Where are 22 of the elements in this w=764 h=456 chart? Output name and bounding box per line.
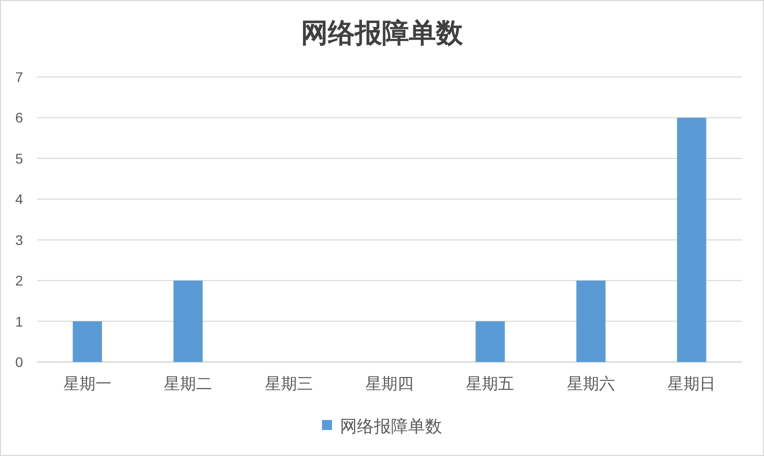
y-tick-label: 2 [15, 272, 24, 289]
y-tick-label: 7 [15, 69, 24, 85]
x-tick-label: 星期二 [164, 375, 212, 393]
y-tick-label: 5 [15, 150, 24, 166]
y-tick-label: 3 [15, 232, 24, 248]
y-tick-label: 0 [15, 354, 24, 370]
x-tick-label: 星期一 [63, 375, 112, 393]
y-tick-label: 4 [15, 191, 24, 208]
x-tick-label: 星期六 [566, 375, 615, 393]
chart-title: 网络报障单数 [301, 18, 464, 48]
bar [677, 118, 706, 362]
x-tick-label: 星期四 [366, 375, 414, 393]
y-tick-label: 1 [15, 313, 24, 330]
bar [476, 321, 505, 362]
x-tick-label: 星期三 [264, 375, 313, 393]
x-tick-label: 星期五 [466, 375, 514, 393]
x-tick-label: 星期日 [668, 375, 716, 393]
y-tick-label: 6 [15, 110, 24, 126]
legend: 网络报障单数 [322, 417, 442, 436]
bar [576, 280, 606, 362]
bar [173, 280, 203, 362]
bar [72, 321, 102, 362]
